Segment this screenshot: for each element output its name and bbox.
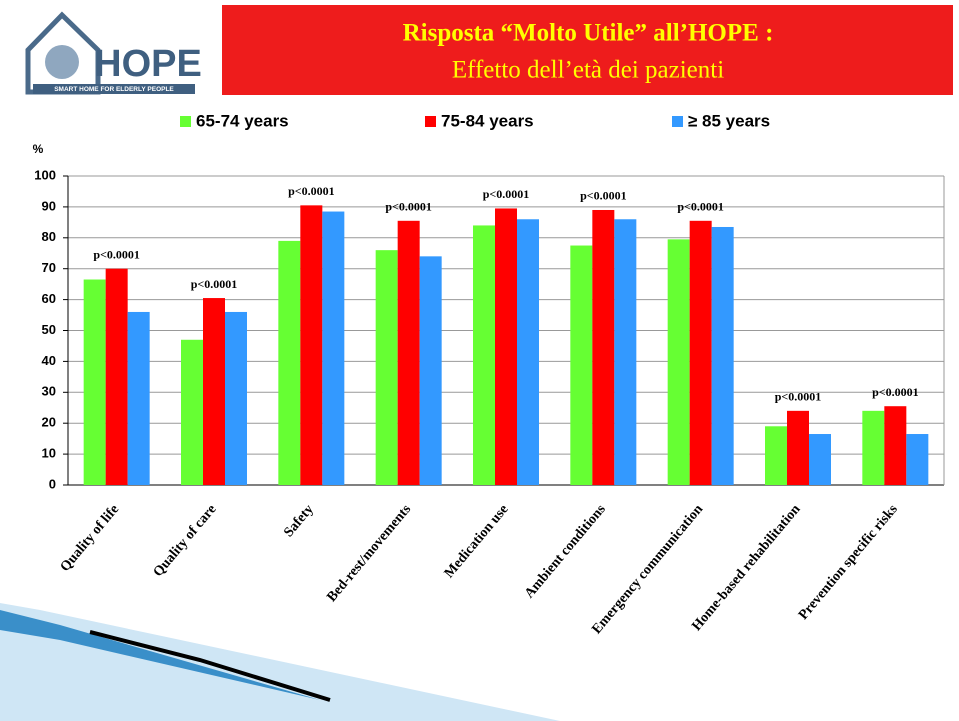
y-tick-label: 0	[49, 476, 56, 491]
x-tick-label: Quality of life	[58, 502, 122, 575]
legend-label: 65-74 years	[196, 111, 289, 130]
legend-label: ≥ 85 years	[688, 111, 770, 130]
decoration	[89, 630, 331, 702]
decoration	[0, 610, 320, 700]
title-box	[222, 5, 953, 95]
x-tick-label: Ambient conditions	[522, 502, 609, 602]
bar	[495, 208, 517, 485]
bar	[711, 226, 734, 486]
legend-swatch	[180, 116, 191, 127]
bar	[862, 410, 885, 485]
bar	[397, 220, 420, 485]
bar	[787, 410, 809, 485]
bar	[203, 298, 225, 485]
y-tick-label: 60	[42, 291, 56, 306]
y-tick-label: 30	[42, 384, 56, 399]
annotation: p<0.0001	[483, 187, 530, 201]
annotation: p<0.0001	[872, 385, 919, 399]
x-tick-label: Bed-rest/movements	[324, 502, 414, 605]
bar	[127, 311, 150, 485]
x-tick-label: Prevention specific risks	[796, 502, 901, 623]
x-tick-label: Home-based rehabilitation	[689, 502, 803, 634]
logo-bar	[33, 84, 195, 94]
logo-title: HOPE	[94, 43, 202, 85]
x-tick-label: Safety	[281, 502, 316, 540]
chart-title: Risposta “Molto Utile” all’HOPE :	[403, 20, 774, 47]
logo-subtitle: SMART HOME FOR ELDERLY PEOPLE	[54, 86, 174, 93]
annotation: p<0.0001	[385, 200, 432, 214]
bar	[570, 245, 593, 485]
bar	[689, 220, 712, 485]
logo-head	[45, 45, 79, 79]
bar	[667, 239, 690, 485]
bar	[375, 250, 398, 485]
y-axis-label: %	[33, 142, 44, 156]
y-tick-label: 10	[42, 446, 56, 461]
annotation: p<0.0001	[580, 189, 627, 203]
annotation: p<0.0001	[288, 184, 335, 198]
bar	[592, 209, 615, 486]
y-tick-label: 100	[34, 167, 56, 182]
bar	[614, 219, 637, 485]
bar	[181, 339, 203, 485]
x-tick-label: Medication use	[442, 502, 512, 581]
logo: HOPE SMART HOME FOR ELDERLY PEOPLE	[25, 11, 202, 95]
y-tick-label: 90	[42, 198, 56, 213]
bar	[225, 311, 247, 485]
decoration	[0, 603, 560, 721]
annotation: p<0.0001	[775, 390, 822, 404]
bar	[278, 240, 301, 485]
bar	[419, 256, 442, 485]
bar	[809, 434, 831, 485]
annotation: p<0.0001	[93, 247, 140, 261]
x-tick-label: Quality of care	[151, 502, 220, 580]
bar	[884, 406, 907, 485]
bar	[765, 426, 787, 485]
bar	[105, 268, 128, 485]
bar	[83, 279, 106, 485]
y-tick-label: 20	[42, 415, 56, 430]
y-tick-label: 40	[42, 353, 56, 368]
chart-subtitle: Effetto dell’età dei pazienti	[452, 57, 724, 84]
annotation: p<0.0001	[191, 277, 238, 291]
y-tick-label: 70	[42, 260, 56, 275]
x-tick-label: Emergency communication	[589, 502, 706, 637]
bar	[473, 225, 495, 485]
annotation: p<0.0001	[677, 200, 724, 214]
legend-swatch	[672, 116, 683, 127]
bar	[322, 211, 345, 485]
legend-label: 75-84 years	[441, 111, 534, 130]
bar	[906, 434, 929, 485]
bar	[300, 205, 323, 486]
legend-swatch	[425, 116, 436, 127]
y-tick-label: 80	[42, 229, 56, 244]
bar	[517, 219, 539, 485]
y-tick-label: 50	[42, 322, 56, 337]
